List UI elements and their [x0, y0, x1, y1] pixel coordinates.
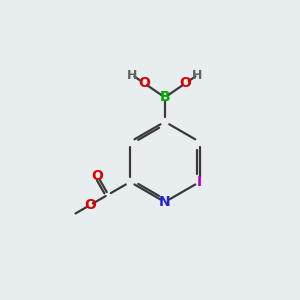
Text: O: O	[180, 76, 192, 90]
Text: H: H	[127, 69, 137, 82]
Text: O: O	[84, 198, 96, 212]
Text: N: N	[159, 195, 171, 209]
Text: I: I	[197, 175, 202, 189]
Text: O: O	[138, 76, 150, 90]
Text: O: O	[92, 169, 104, 183]
Text: H: H	[192, 69, 203, 82]
Text: B: B	[160, 90, 170, 104]
